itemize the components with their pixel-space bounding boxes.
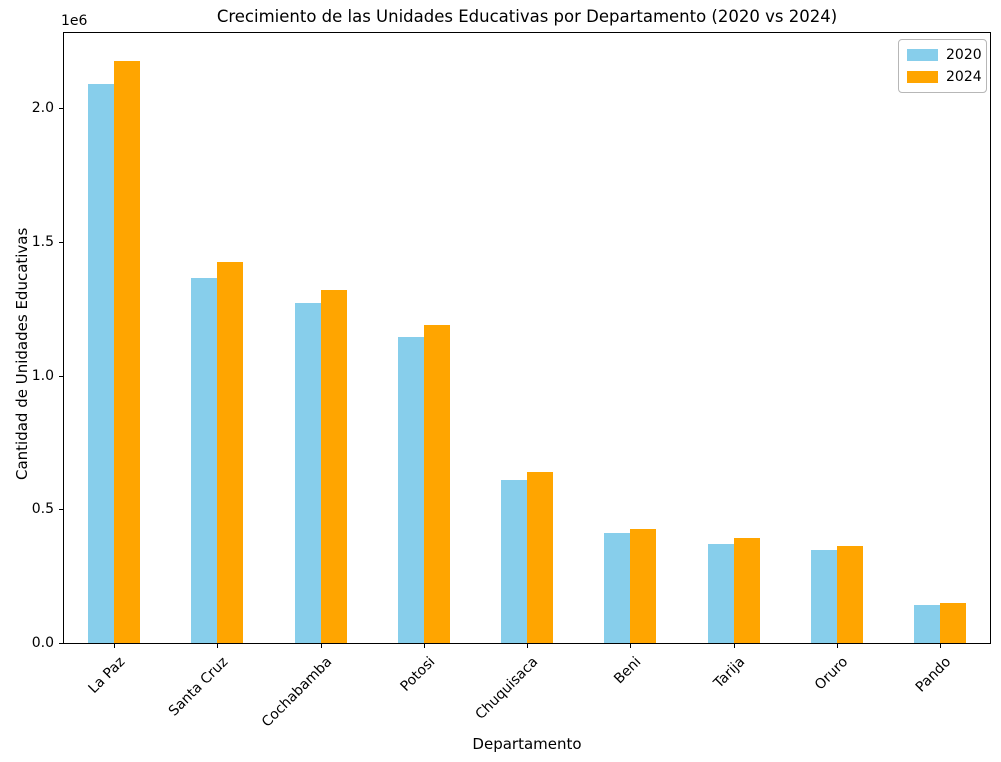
bar-2020-santa-cruz bbox=[191, 277, 218, 643]
bar-2024-la-paz bbox=[114, 61, 140, 643]
x-tick-mark bbox=[836, 644, 838, 648]
x-tick-mark bbox=[630, 644, 632, 648]
x-tick-label-chuquisaca: Chuquisaca bbox=[472, 654, 542, 723]
x-tick-label-tarija: Tarija bbox=[710, 654, 748, 692]
x-tick-mark bbox=[320, 644, 322, 648]
x-tick-mark bbox=[423, 644, 425, 648]
y-tick-label: 0.5 bbox=[31, 501, 54, 518]
y-tick-mark bbox=[59, 241, 63, 243]
y-tick-label: 2.0 bbox=[31, 99, 54, 116]
legend-label-2024: 2024 bbox=[946, 69, 982, 85]
legend-entry-2024: 2024 bbox=[907, 69, 982, 85]
bar-2020-pando bbox=[914, 605, 940, 643]
bar-2024-potosi bbox=[423, 324, 450, 643]
bar-2020-chuquisaca bbox=[501, 479, 527, 643]
x-tick-label-pando: Pando bbox=[912, 654, 955, 696]
bar-2020-tarija bbox=[707, 543, 734, 643]
legend-swatch-2024 bbox=[907, 71, 938, 83]
bar-2024-oruro bbox=[836, 545, 863, 643]
x-tick-mark bbox=[527, 644, 528, 648]
legend-swatch-2020 bbox=[907, 49, 938, 61]
bar-2024-santa-cruz bbox=[217, 261, 244, 643]
bar-2024-cochabamba bbox=[320, 289, 347, 643]
y-axis-label: Cantidad de Unidades Educativas bbox=[13, 227, 31, 480]
chart-title: Crecimiento de las Unidades Educativas p… bbox=[216, 7, 838, 26]
x-tick-label-potosi: Potosi bbox=[397, 654, 439, 695]
legend: 2020 2024 bbox=[898, 39, 987, 93]
y-tick-mark bbox=[59, 643, 63, 644]
y-tick-label: 0.0 bbox=[31, 635, 54, 651]
bar-2020-cochabamba bbox=[294, 303, 321, 643]
y-tick-mark bbox=[59, 509, 63, 511]
bar-2020-potosi bbox=[397, 336, 424, 643]
bar-2024-pando bbox=[940, 603, 966, 643]
bar-2024-tarija bbox=[733, 538, 760, 643]
y-tick-mark bbox=[59, 375, 63, 377]
legend-label-2020: 2020 bbox=[946, 47, 982, 63]
x-tick-label-cochabamba: Cochabamba bbox=[258, 654, 335, 731]
plot-area bbox=[63, 32, 991, 644]
x-axis-label: Departamento bbox=[472, 735, 582, 753]
bar-2024-chuquisaca bbox=[527, 472, 553, 643]
x-tick-mark bbox=[733, 644, 735, 648]
x-tick-label-oruro: Oruro bbox=[811, 654, 852, 694]
x-tick-label-santa-cruz: Santa Cruz bbox=[166, 654, 232, 720]
x-tick-mark bbox=[940, 644, 941, 648]
y-axis-offset-label: 1e6 bbox=[61, 13, 88, 29]
bar-2020-oruro bbox=[810, 549, 837, 643]
y-tick-mark bbox=[59, 107, 63, 109]
bar-2024-beni bbox=[630, 528, 657, 643]
bar-2020-la-paz bbox=[88, 83, 114, 643]
x-tick-label-beni: Beni bbox=[611, 654, 645, 688]
y-tick-label: 1.0 bbox=[31, 367, 54, 384]
bar-2020-beni bbox=[604, 533, 631, 643]
legend-entry-2020: 2020 bbox=[907, 47, 982, 63]
x-tick-label-la-paz: La Paz bbox=[85, 654, 129, 697]
x-tick-mark bbox=[114, 644, 115, 648]
y-tick-label: 1.5 bbox=[31, 233, 54, 250]
x-tick-mark bbox=[217, 644, 219, 648]
